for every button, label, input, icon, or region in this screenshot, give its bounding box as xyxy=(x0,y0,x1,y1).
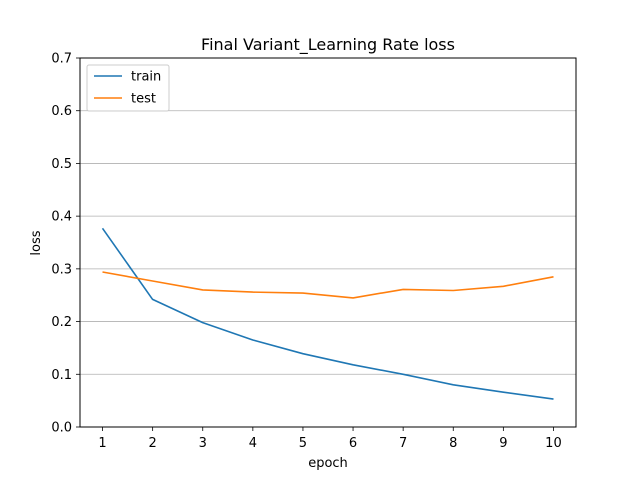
x-tick-label: 2 xyxy=(149,436,157,451)
series-lines xyxy=(101,227,554,400)
x-tick-label: 6 xyxy=(349,436,357,451)
x-tick-label: 9 xyxy=(499,436,507,451)
y-tick-label: 0.1 xyxy=(51,368,72,383)
y-tick-label: 0.6 xyxy=(51,104,72,119)
x-tick-label: 8 xyxy=(449,436,457,451)
x-tick-label: 1 xyxy=(98,436,106,451)
x-tick-label: 10 xyxy=(545,436,562,451)
x-tick-label: 4 xyxy=(249,436,257,451)
series-line-test xyxy=(102,271,554,299)
x-axis-label: epoch xyxy=(308,456,348,471)
legend-label-test: test xyxy=(131,92,156,107)
legend: train test xyxy=(86,64,170,112)
chart-title: Final Variant_Learning Rate loss xyxy=(201,35,455,55)
series-line-train xyxy=(101,227,554,400)
y-tick-label: 0.2 xyxy=(51,315,72,330)
y-tick-label: 0.4 xyxy=(51,210,72,225)
y-tick-label: 0.0 xyxy=(51,421,72,436)
y-tick-label: 0.7 xyxy=(51,52,72,67)
plot-frame xyxy=(79,57,577,428)
x-tick-label: 5 xyxy=(299,436,307,451)
x-tick-label: 7 xyxy=(399,436,407,451)
x-axis-ticks: 1 2 3 4 5 6 7 8 9 10 xyxy=(98,427,562,451)
y-axis-ticks: 0.0 0.1 0.2 0.3 0.4 0.5 0.6 0.7 xyxy=(51,52,80,436)
x-tick-label: 3 xyxy=(199,436,207,451)
y-axis-label: loss xyxy=(29,230,44,255)
legend-label-train: train xyxy=(131,70,161,85)
y-tick-label: 0.5 xyxy=(51,157,72,172)
y-tick-label: 0.3 xyxy=(51,262,72,277)
